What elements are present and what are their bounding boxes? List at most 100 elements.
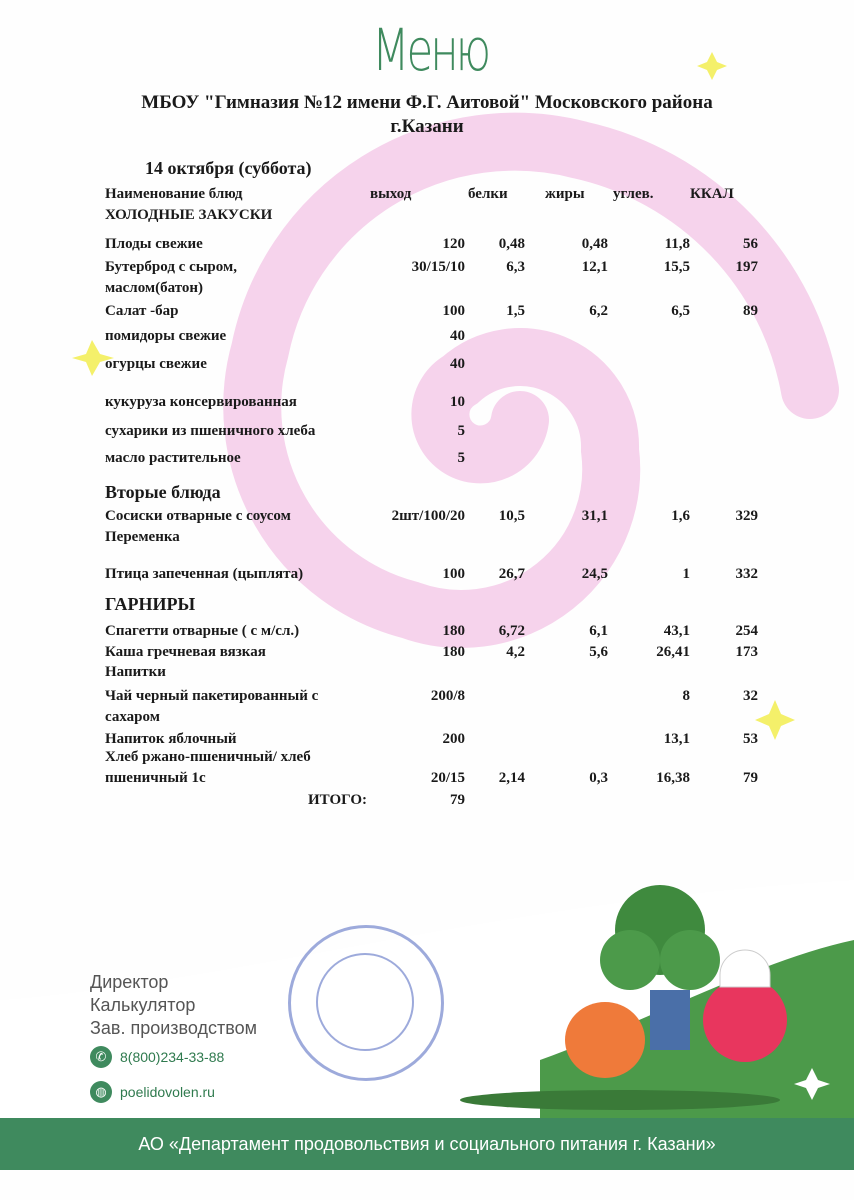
- dish-name-continued: Переменка: [105, 529, 180, 545]
- carbs-value: 11,8: [664, 236, 690, 252]
- portion-value: 200/8: [430, 688, 465, 704]
- portion-value: 30/15/10: [411, 259, 465, 275]
- fat-value: 6,1: [589, 623, 608, 639]
- dish-name: Салат -бар: [105, 303, 179, 319]
- dish-name: ГАРНИРЫ: [105, 594, 196, 614]
- kcal-value: 173: [735, 644, 759, 660]
- dish-name-continued: сахаром: [105, 709, 160, 725]
- dish-name: Спагетти отварные ( с м/сл.): [105, 623, 300, 639]
- protein-value: 6,72: [498, 623, 525, 639]
- official-stamp: [288, 925, 444, 1081]
- carbs-value: 26,41: [656, 644, 690, 660]
- carbs-value: 15,5: [663, 259, 690, 275]
- signature-director: Директор: [90, 972, 169, 992]
- protein-value: 0,48: [498, 236, 525, 252]
- portion-value: 5: [457, 450, 466, 466]
- kcal-value: 89: [743, 303, 758, 319]
- dish-name: Бутерброд с сыром,: [105, 259, 237, 275]
- header-protein: белки: [468, 186, 508, 202]
- fat-value: 5,6: [589, 644, 608, 660]
- kcal-value: 332: [735, 566, 759, 582]
- kcal-value: 254: [735, 623, 759, 639]
- protein-value: 4,2: [506, 644, 525, 660]
- carbs-value: 8: [682, 688, 691, 704]
- signature-production: Зав. производством: [90, 1018, 257, 1038]
- total-label: ИТОГО:: [308, 792, 367, 808]
- dish-name-continued: пшеничный 1с: [105, 770, 206, 786]
- menu-date: 14 октября (суббота): [145, 158, 312, 178]
- phone-icon: ✆: [90, 1046, 112, 1068]
- phone-contact: ✆ 8(800)234-33-88: [90, 1046, 224, 1068]
- protein-value: 2,14: [498, 770, 525, 786]
- protein-value: 10,5: [498, 508, 525, 524]
- portion-value: 100: [442, 566, 466, 582]
- dish-name: Плоды свежие: [105, 236, 203, 252]
- dish-name: Сосиски отварные с соусом: [105, 508, 291, 524]
- signature-calculator: Калькулятор: [90, 995, 196, 1015]
- fat-value: 6,2: [589, 303, 608, 319]
- portion-value: 2шт/100/20: [391, 508, 465, 524]
- bottom-banner: АО «Департамент продовольствия и социаль…: [0, 1118, 854, 1170]
- fat-value: 24,5: [581, 566, 608, 582]
- dish-name: сухарики из пшеничного хлеба: [105, 423, 316, 439]
- dish-name: Вторые блюда: [105, 482, 221, 502]
- sparkle-icon: [755, 700, 795, 740]
- dish-name: Птица запеченная (цыплята): [105, 566, 304, 582]
- portion-value: 180: [442, 623, 466, 639]
- site-link[interactable]: poelidovolen.ru: [120, 1084, 215, 1100]
- protein-value: 26,7: [498, 566, 525, 582]
- header-carbs: углев.: [613, 186, 654, 202]
- carbs-value: 1: [682, 566, 691, 582]
- portion-value: 180: [442, 644, 466, 660]
- school-title: МБОУ "Гимназия №12 имени Ф.Г. Аитовой" М…: [141, 92, 713, 113]
- kcal-value: 79: [743, 770, 758, 786]
- carbs-value: 1,6: [671, 508, 690, 524]
- vegetable-characters-illustration: [460, 885, 787, 1110]
- menu-logo: Меню: [372, 16, 491, 84]
- site-contact: ◍ poelidovolen.ru: [90, 1081, 215, 1103]
- carbs-value: 16,38: [656, 770, 690, 786]
- portion-value: 20/15: [430, 770, 465, 786]
- dish-name: Чай черный пакетированный с: [105, 688, 319, 704]
- header-out: выход: [370, 186, 412, 202]
- dish-name: Напиток яблочный: [105, 731, 237, 747]
- header-fat: жиры: [545, 186, 585, 202]
- dish-name: кукуруза консервированная: [105, 394, 297, 410]
- sparkle-icon: [697, 52, 727, 80]
- kcal-value: 53: [743, 731, 758, 747]
- header-kcal: ККАЛ: [690, 186, 734, 202]
- globe-icon: ◍: [90, 1081, 112, 1103]
- dish-name: огурцы свежие: [105, 356, 207, 372]
- dish-name: Каша гречневая вязкая: [105, 644, 266, 660]
- dish-name: ХОЛОДНЫЕ ЗАКУСКИ: [105, 207, 273, 223]
- fat-value: 0,3: [589, 770, 608, 786]
- fat-value: 31,1: [581, 508, 608, 524]
- dish-name: Хлеб ржано-пшеничный/ хлеб: [105, 749, 311, 765]
- portion-value: 5: [457, 423, 466, 439]
- dish-name: Напитки: [105, 664, 166, 680]
- portion-value: 40: [450, 328, 465, 344]
- dish-name-continued: маслом(батон): [105, 280, 204, 296]
- header-name: Наименование блюд: [105, 186, 243, 202]
- kcal-value: 56: [743, 236, 758, 252]
- kcal-value: 197: [735, 259, 759, 275]
- carbs-value: 6,5: [671, 303, 690, 319]
- total-value: 79: [450, 792, 465, 808]
- portion-value: 40: [450, 356, 465, 372]
- portion-value: 200: [442, 731, 466, 747]
- sparkle-icon: [72, 340, 114, 376]
- school-city: г.Казани: [390, 116, 464, 137]
- portion-value: 120: [442, 236, 466, 252]
- kcal-value: 329: [735, 508, 759, 524]
- dish-name: масло растительное: [105, 450, 241, 466]
- protein-value: 1,5: [506, 303, 525, 319]
- phone-number: 8(800)234-33-88: [120, 1049, 225, 1065]
- dish-name: помидоры свежие: [105, 328, 227, 344]
- fat-value: 0,48: [581, 236, 608, 252]
- protein-value: 6,3: [506, 259, 525, 275]
- carbs-value: 43,1: [663, 623, 690, 639]
- portion-value: 100: [442, 303, 466, 319]
- fat-value: 12,1: [581, 259, 608, 275]
- kcal-value: 32: [743, 688, 758, 704]
